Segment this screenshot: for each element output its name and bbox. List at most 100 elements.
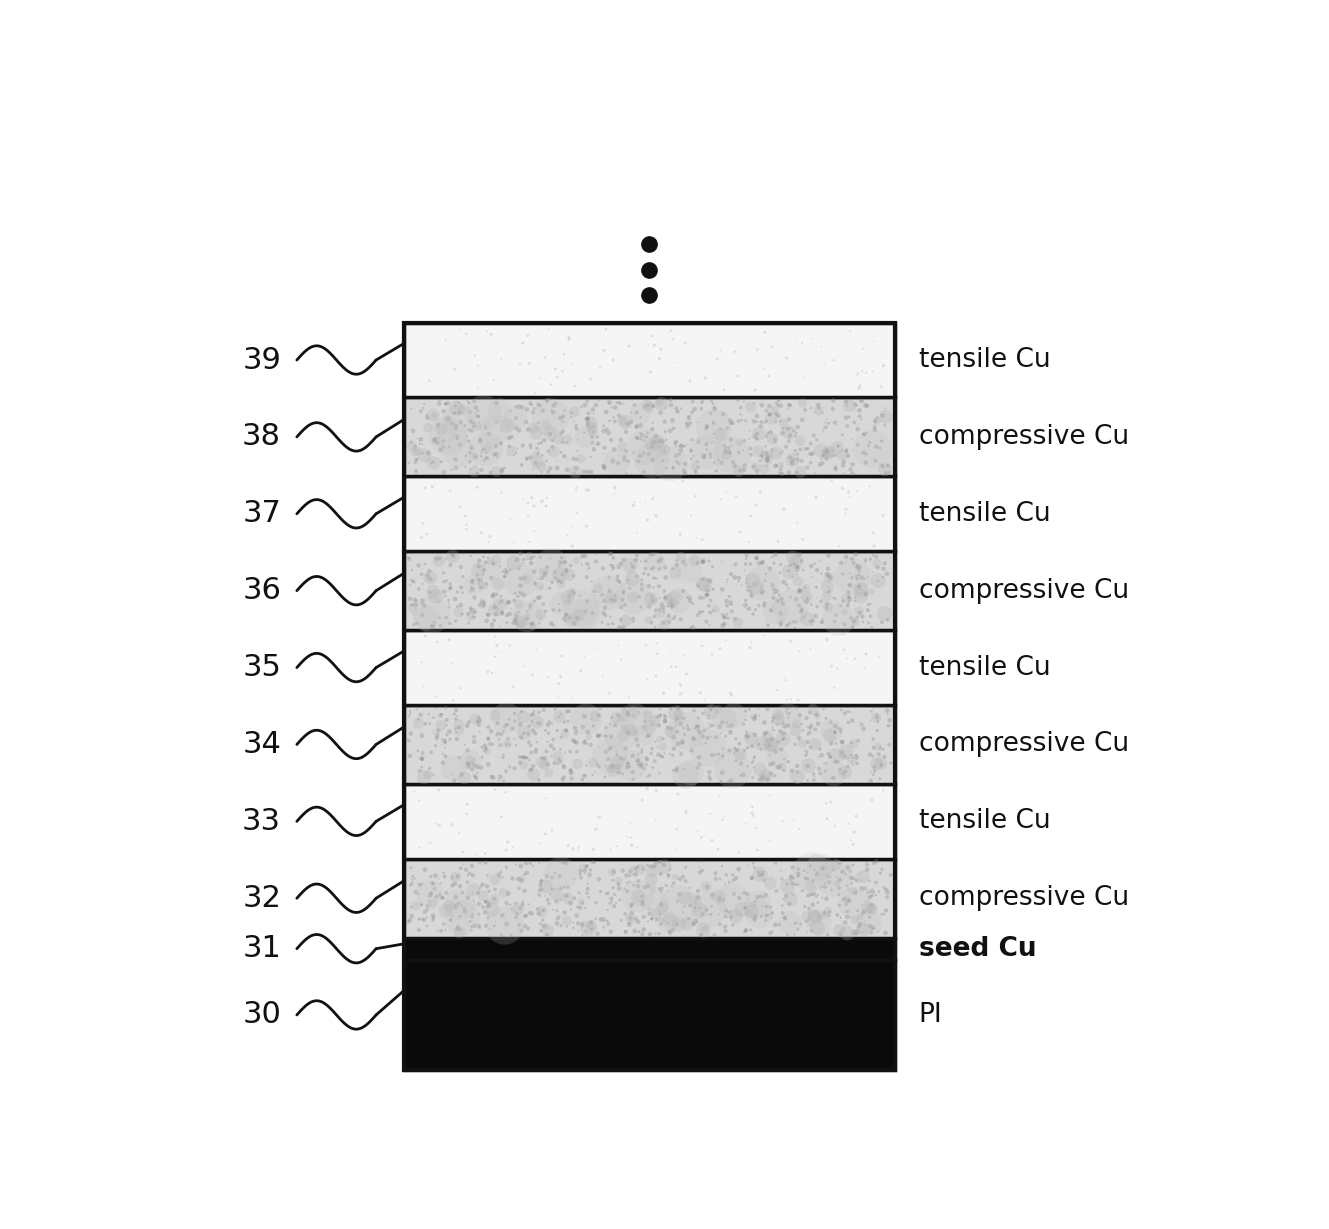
Point [516,413,537,433]
Point [817,744,839,763]
Point [874,747,896,767]
Point [642,450,663,469]
Point [456,860,477,880]
Point [799,723,820,742]
Point [740,439,762,458]
Point [742,922,763,941]
Point [845,567,867,586]
Point [541,868,562,887]
Point [739,638,760,658]
Point [663,608,684,628]
Point [552,361,573,381]
Point [419,714,440,734]
Point [525,382,546,402]
Point [606,753,627,773]
Point [739,905,760,924]
Point [679,560,700,580]
Point [720,907,742,927]
Point [754,626,775,645]
Point [401,870,423,890]
Point [610,618,631,638]
Point [470,570,492,590]
Point [718,772,739,791]
Point [738,532,759,552]
Point [574,766,595,785]
Point [490,483,512,503]
Point [710,424,731,444]
Point [595,606,617,626]
Point [622,569,643,589]
Point [699,767,720,787]
Point [824,723,845,742]
Point [447,583,468,602]
Point [666,398,687,418]
Point [621,412,642,431]
Point [642,489,663,509]
Point [785,714,807,734]
Point [562,536,583,556]
Point [780,556,801,575]
Point [860,594,881,613]
Point [865,708,886,728]
Point [447,866,468,886]
Point [835,864,856,884]
Point [603,484,625,504]
Point [618,687,639,707]
Point [484,611,505,630]
Point [715,917,736,936]
Point [712,891,734,911]
Point [711,454,732,473]
Point [715,901,736,921]
Point [880,865,901,885]
Point [456,446,477,466]
Point [553,756,574,775]
Point [562,730,583,750]
Point [486,462,508,482]
Point [609,758,630,778]
Point [601,397,622,417]
Point [699,445,720,465]
Point [840,907,861,927]
Point [490,868,512,887]
Point [472,874,493,893]
Point [869,769,890,789]
Point [493,868,514,887]
Point [534,748,556,768]
Point [631,570,653,590]
Point [400,897,421,917]
Point [557,836,578,855]
Point [408,713,429,732]
Point [445,709,466,729]
Point [415,478,436,498]
Point [449,823,470,843]
Point [734,898,755,918]
Point [787,559,808,579]
Point [477,605,498,624]
Point [530,434,552,454]
Point [706,461,727,481]
Point [843,553,864,573]
Point [490,725,512,745]
Point [436,570,457,590]
Point [590,725,611,745]
Point [508,397,529,417]
Point [747,839,768,859]
Point [554,903,575,923]
Point [743,758,764,778]
Point [473,560,494,580]
Point [504,712,525,731]
Point [807,892,828,912]
Point [797,732,819,752]
Point [779,395,800,414]
Point [764,544,785,564]
Point [849,713,870,732]
Point [775,671,796,691]
Point [602,557,623,576]
Point [477,865,498,885]
Point [537,462,558,482]
Point [688,755,710,774]
Point [738,580,759,600]
Point [485,413,506,433]
Point [522,418,544,438]
Point [562,581,583,601]
